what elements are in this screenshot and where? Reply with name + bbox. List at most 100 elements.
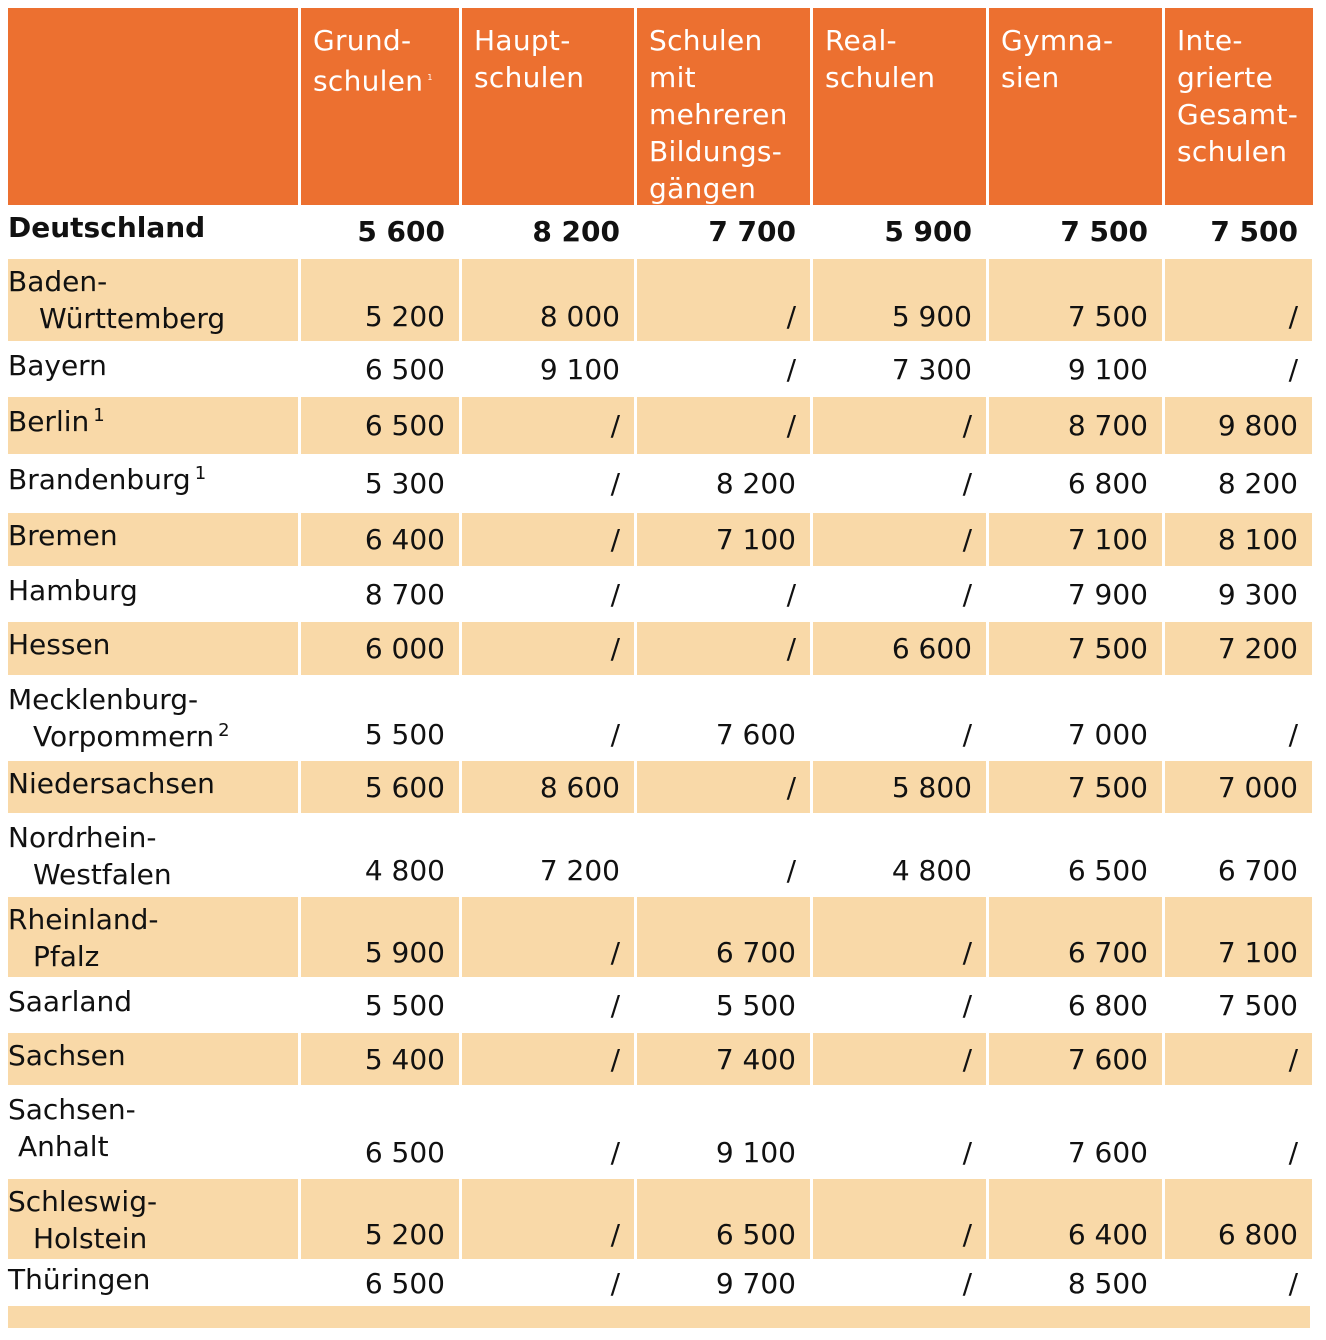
spending-table: Grund-schulen 1 Haupt-schulen Schulen mit meh…	[8, 8, 1313, 1300]
footnote-marker: 2	[218, 719, 230, 741]
value-cell: 5 200	[364, 300, 445, 333]
value-cell: /	[1288, 300, 1298, 333]
value-cell: 7 100	[1217, 936, 1298, 969]
value-cell: 7 000	[1067, 718, 1148, 751]
value-cell: /	[610, 1042, 620, 1076]
value-cell: 7 100	[715, 523, 796, 556]
state-name-line: Mecklenburg-	[8, 683, 199, 716]
value-cell: 6 400	[1067, 1218, 1148, 1251]
value-cell: /	[962, 1267, 972, 1300]
table-row: Bayern 6 500 9 100 / 7 300 9 100 /	[8, 343, 1312, 395]
value-cell: 6 800	[1217, 1218, 1298, 1251]
state-name: Baden- Württemberg	[8, 263, 225, 337]
value-cell: /	[610, 523, 620, 556]
table-row: Rheinland- Pfalz 5 900 / 6 700 / 6 700 7 100	[8, 897, 1312, 977]
table-row: Nordrhein- Westfalen 4 800 7 200 / 4 800 6 500…	[8, 815, 1312, 895]
value-cell: 4 800	[364, 854, 445, 887]
value-cell: 5 900	[891, 300, 972, 333]
value-cell: 6 700	[715, 936, 796, 969]
value-cell: 5 600	[357, 214, 445, 248]
value-cell: /	[1288, 718, 1298, 751]
value-cell: 5 800	[891, 770, 972, 804]
footnote-marker: 1	[93, 404, 105, 426]
value-cell: /	[1288, 352, 1298, 386]
value-cell: 7 000	[1217, 770, 1298, 804]
value-cell: /	[1288, 1042, 1298, 1076]
value-cell: 7 700	[708, 214, 796, 248]
state-name: Saarland	[8, 983, 132, 1020]
value-cell: 4 800	[891, 854, 972, 887]
value-cell: 7 600	[715, 718, 796, 751]
state-name: Thüringen	[8, 1261, 150, 1298]
value-cell: /	[786, 632, 796, 665]
value-cell: 6 800	[1067, 988, 1148, 1022]
header-cell: Haupt-schulen	[462, 8, 634, 205]
value-cell: 5 500	[715, 988, 796, 1022]
state-name: Hamburg	[8, 572, 138, 609]
value-cell: 8 200	[1217, 467, 1298, 500]
table-row: Sachsen 5 400 / 7 400 / 7 600 /	[8, 1033, 1312, 1085]
state-name-line: Anhalt	[18, 1130, 109, 1163]
value-cell: 9 100	[539, 352, 620, 386]
state-name-line: Westfalen	[33, 858, 172, 891]
value-cell: 7 200	[1217, 632, 1298, 665]
state-name-line: Sachsen-	[8, 1093, 136, 1126]
value-cell: /	[962, 523, 972, 556]
header-cell: Grund-schulen 1	[301, 8, 459, 205]
state-name-line: Thüringen	[8, 1263, 151, 1296]
value-cell: 6 800	[1067, 467, 1148, 500]
value-cell: 9 300	[1217, 577, 1298, 611]
header-label-line: sien	[1001, 61, 1060, 94]
value-cell: /	[962, 409, 972, 442]
header-cell: Schulen mit mehreren Bildungs-gängen	[637, 8, 810, 205]
table-row: Thüringen 6 500 / 9 700 / 8 500 /	[8, 1261, 1312, 1306]
value-cell: /	[962, 577, 972, 611]
state-name-line: Holstein	[33, 1222, 148, 1255]
footnote-marker: 1	[194, 462, 207, 484]
state-name-line: Vorpommern 2	[33, 719, 230, 753]
state-name-line: Deutschland	[8, 210, 206, 244]
value-cell: 7 200	[539, 854, 620, 887]
value-cell: 9 800	[1217, 409, 1298, 442]
value-cell: /	[786, 300, 796, 333]
state-name-line: Hessen	[8, 628, 111, 661]
header-cell: Inte-grierte Gesamt-schulen	[1165, 8, 1313, 205]
state-name: Schleswig- Holstein	[8, 1183, 157, 1257]
state-name-line: Bayern	[8, 348, 107, 382]
value-cell: 9 700	[715, 1267, 796, 1300]
state-name: Bremen	[8, 517, 118, 554]
value-cell: 6 700	[1217, 854, 1298, 887]
header-label-line: schulen 1	[313, 64, 433, 98]
value-cell: 6 500	[364, 409, 445, 442]
value-cell: /	[962, 1042, 972, 1076]
value-cell: /	[786, 352, 796, 386]
value-cell: 6 700	[1067, 936, 1148, 969]
header-label-line: Gymna-	[1001, 24, 1114, 57]
value-cell: /	[962, 1218, 972, 1251]
state-name: Nordrhein- Westfalen	[8, 819, 172, 893]
value-cell: 6 400	[364, 523, 445, 556]
value-cell: /	[786, 409, 796, 442]
table-row: Hamburg 8 700 / / / 7 900 9 300	[8, 568, 1312, 620]
value-cell: 5 500	[364, 718, 445, 751]
table-row: Berlin 1 6 500 / / / 8 700 9 800	[8, 397, 1312, 454]
state-name-line: Rheinland-	[8, 903, 159, 936]
value-cell: 8 500	[1067, 1267, 1148, 1300]
state-name: Brandenburg 1	[8, 461, 206, 498]
header-label-line: Haupt-	[474, 24, 571, 57]
value-cell: /	[786, 577, 796, 611]
value-cell: /	[962, 718, 972, 751]
value-cell: 7 500	[1217, 988, 1298, 1022]
table-row: Schleswig- Holstein 5 200 / 6 500 / 6 400 6 800	[8, 1179, 1312, 1259]
state-name: Berlin 1	[8, 403, 105, 440]
value-cell: /	[610, 988, 620, 1022]
value-cell: 6 500	[364, 1267, 445, 1300]
value-cell: /	[610, 718, 620, 751]
value-cell: /	[1288, 1136, 1298, 1169]
header-cell: Gymna-sien	[989, 8, 1162, 205]
value-cell: 6 500	[715, 1218, 796, 1251]
value-cell: /	[610, 1218, 620, 1251]
value-cell: /	[962, 936, 972, 969]
state-name-line: Sachsen	[8, 1038, 126, 1072]
value-cell: 8 700	[1067, 409, 1148, 442]
